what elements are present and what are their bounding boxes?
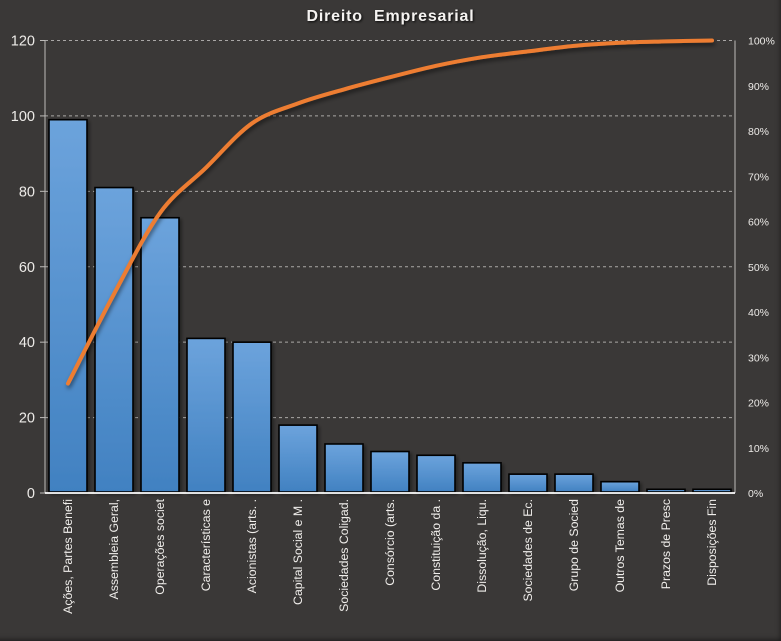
- category-label-15: Disposições Fin: [705, 499, 719, 586]
- bar-9: [416, 454, 456, 493]
- bar-13: [600, 480, 640, 493]
- left-axis-label-100: 100: [11, 109, 35, 125]
- cumulative-line: [66, 38, 714, 386]
- right-axis-label-90%: 90%: [748, 81, 769, 93]
- category-label-6: Capital Social e M .: [291, 499, 305, 605]
- bar-15: [692, 488, 732, 493]
- left-axis-label-0: 0: [27, 486, 35, 502]
- bar-4: [186, 337, 226, 493]
- right-axis-label-20%: 20%: [748, 398, 769, 410]
- bar-2: [94, 186, 134, 493]
- category-label-9: Constituição da .: [429, 499, 443, 591]
- category-label-2: Assembleia Geral,: [107, 499, 121, 599]
- right-axis-label-10%: 10%: [748, 443, 769, 455]
- right-axis-label-100%: 100%: [748, 36, 775, 48]
- bar-12: [554, 473, 594, 493]
- left-axis-label-120: 120: [11, 34, 35, 50]
- category-label-5: Acionistas (arts. .: [245, 499, 259, 593]
- category-label-8: Consórcio (arts.: [383, 499, 397, 586]
- bar-6: [278, 424, 318, 493]
- category-label-3: Operações societ: [153, 498, 167, 594]
- category-label-4: Características e: [199, 499, 213, 591]
- category-label-7: Sociedades Coligad.: [337, 499, 351, 612]
- category-label-13: Outros Temas de: [613, 499, 627, 593]
- bar-11: [508, 473, 548, 493]
- bar-14: [646, 488, 686, 493]
- bar-1: [48, 118, 88, 493]
- left-axis-label-80: 80: [19, 184, 35, 200]
- category-label-10: Dissolução, Liqu.: [475, 499, 489, 593]
- category-label-11: Sociedades de Ec.: [521, 499, 535, 602]
- bar-5: [232, 341, 272, 493]
- right-axis-label-30%: 30%: [748, 352, 769, 364]
- right-axis-label-70%: 70%: [748, 171, 769, 183]
- right-axis-label-50%: 50%: [748, 262, 769, 274]
- right-axis-label-60%: 60%: [748, 217, 769, 229]
- bar-10: [462, 462, 502, 493]
- left-axis-label-60: 60: [19, 260, 35, 276]
- right-axis-label-40%: 40%: [748, 307, 769, 319]
- right-axis-label-0%: 0%: [748, 488, 763, 500]
- category-label-12: Grupo de Socied: [567, 499, 581, 591]
- right-axis-label-80%: 80%: [748, 126, 769, 138]
- category-label-14: Prazos de Presc: [659, 499, 673, 589]
- chart-title: Direito Empresarial: [306, 8, 475, 25]
- left-axis-label-20: 20: [19, 411, 35, 427]
- category-label-1: Ações, Partes Benefi: [61, 499, 75, 614]
- left-axis-label-40: 40: [19, 335, 35, 351]
- bar-7: [324, 443, 364, 493]
- bar-8: [370, 450, 410, 493]
- bar-3: [140, 216, 180, 493]
